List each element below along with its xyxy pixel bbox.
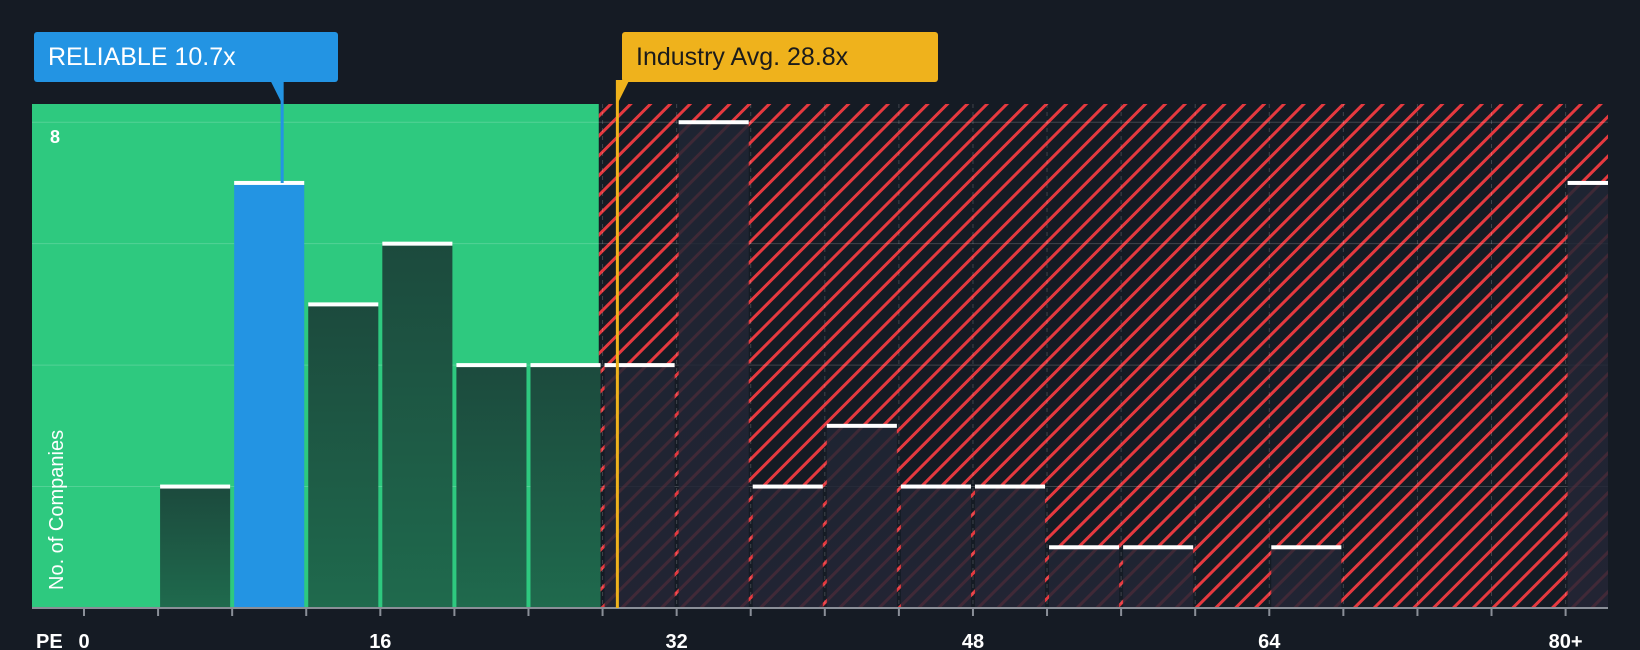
bar-cap bbox=[1271, 545, 1342, 550]
x-tick-label: 0 bbox=[78, 631, 89, 650]
x-tick-label: 80+ bbox=[1549, 631, 1583, 650]
bar-cap bbox=[678, 120, 749, 125]
histogram-bar bbox=[1049, 547, 1120, 608]
bar-cap bbox=[826, 423, 897, 428]
histogram-bar bbox=[530, 365, 601, 608]
x-tick-label: 64 bbox=[1258, 631, 1281, 650]
histogram-bar bbox=[826, 425, 897, 608]
histogram-bar bbox=[678, 122, 749, 609]
bar-cap bbox=[604, 363, 675, 368]
subject-pe-callout: RELIABLE 10.7x bbox=[34, 32, 338, 82]
histogram-bar bbox=[1567, 182, 1608, 608]
histogram-bar bbox=[900, 486, 971, 608]
histogram-bar bbox=[604, 365, 675, 608]
bar-cap bbox=[234, 180, 305, 185]
bar-cap bbox=[456, 363, 527, 368]
bar-cap bbox=[1123, 545, 1194, 550]
x-tick-label: 32 bbox=[666, 631, 688, 650]
histogram-bar bbox=[1123, 547, 1194, 608]
bar-cap bbox=[382, 241, 453, 246]
bar-cap bbox=[160, 484, 231, 489]
bar-cap bbox=[974, 484, 1046, 489]
histogram-bar bbox=[308, 304, 379, 608]
histogram-bar bbox=[752, 486, 823, 608]
bar-cap bbox=[1049, 545, 1120, 550]
bar-cap bbox=[308, 302, 379, 307]
histogram-bar bbox=[234, 182, 305, 608]
bar-cap bbox=[1567, 180, 1608, 185]
industry-callout-pointer bbox=[617, 80, 630, 104]
industry-average-callout: Industry Avg. 28.8x bbox=[622, 32, 938, 82]
histogram-bar bbox=[974, 486, 1046, 608]
histogram-bar bbox=[160, 486, 231, 608]
bar-cap bbox=[530, 363, 601, 368]
x-tick-label: 48 bbox=[962, 631, 984, 650]
bar-cap bbox=[752, 484, 823, 489]
x-axis-label: PE bbox=[36, 631, 63, 650]
y-tick-label: 8 bbox=[50, 127, 60, 147]
bar-cap bbox=[900, 484, 971, 489]
histogram-bar bbox=[382, 243, 453, 608]
histogram-bar bbox=[456, 365, 527, 608]
histogram-bar bbox=[1271, 547, 1342, 608]
y-axis-label: No. of Companies bbox=[46, 430, 68, 590]
subject-callout-pointer bbox=[270, 80, 283, 104]
x-tick-label: 16 bbox=[369, 631, 391, 650]
